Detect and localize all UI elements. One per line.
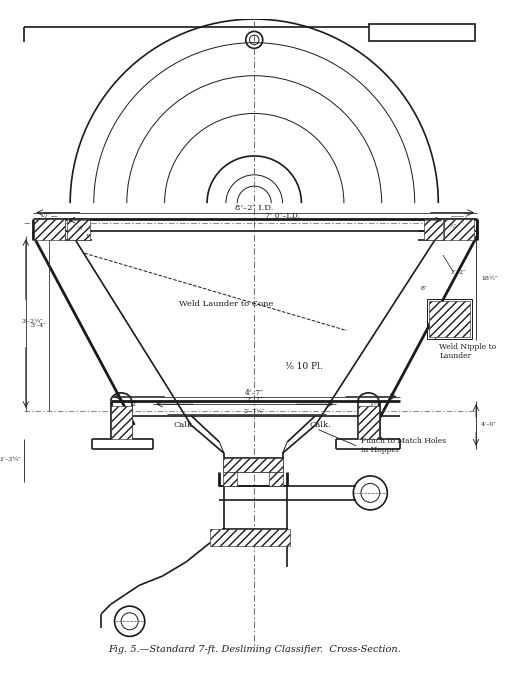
Bar [210,529,290,546]
Text: Fig. 5.—Standard 7-ft. Desliming Classifier.  Cross-Section.: Fig. 5.—Standard 7-ft. Desliming Classif… [108,645,400,654]
Bar [358,406,379,439]
Bar [223,472,237,486]
Text: –7″—: –7″— [40,212,58,220]
Text: 2’–7″: 2’–7″ [245,396,263,405]
Bar [369,24,475,41]
Text: ¼″: ¼″ [77,226,84,231]
Text: Weld Launder to Cone: Weld Launder to Cone [179,300,273,308]
Text: 4’–7″: 4’–7″ [245,389,264,397]
Text: 4’–0″: 4’–0″ [481,422,496,428]
Text: ——7″: ——7″ [450,212,472,220]
Text: Calk.: Calk. [174,421,195,429]
Text: 1½″: 1½″ [369,402,381,407]
Bar [34,219,65,240]
Text: 2″: 2″ [131,402,137,407]
Text: 1″: 1″ [85,234,91,239]
Text: Calk.: Calk. [310,421,331,429]
Bar [223,458,283,472]
Text: ½″: ½″ [448,224,457,229]
Text: 18½″: 18½″ [482,276,498,281]
Bar [111,406,131,439]
Text: 8″: 8″ [421,286,427,290]
Text: Weld Nipple to
Launder: Weld Nipple to Launder [439,343,496,360]
Bar [67,219,90,240]
Bar [429,301,470,337]
Bar [427,299,472,339]
Bar [424,219,443,240]
Text: 1’–3¾″: 1’–3¾″ [0,458,21,462]
Text: 7’ 0″–I.D.: 7’ 0″–I.D. [265,212,300,220]
Text: 2’–7½″: 2’–7½″ [243,409,265,414]
Text: 3’–2¼″: 3’–2¼″ [21,319,42,324]
Text: Punch to Match Holes
in Hopper: Punch to Match Holes in Hopper [361,437,446,454]
Bar [444,219,474,240]
Text: ⅜ 10 Pl.: ⅜ 10 Pl. [285,362,323,371]
Bar [269,472,283,486]
Text: 1’–2″: 1’–2″ [450,269,466,275]
Text: 8’–2″ I.D.: 8’–2″ I.D. [235,204,273,212]
Text: 3’–4″: 3’–4″ [31,324,46,328]
